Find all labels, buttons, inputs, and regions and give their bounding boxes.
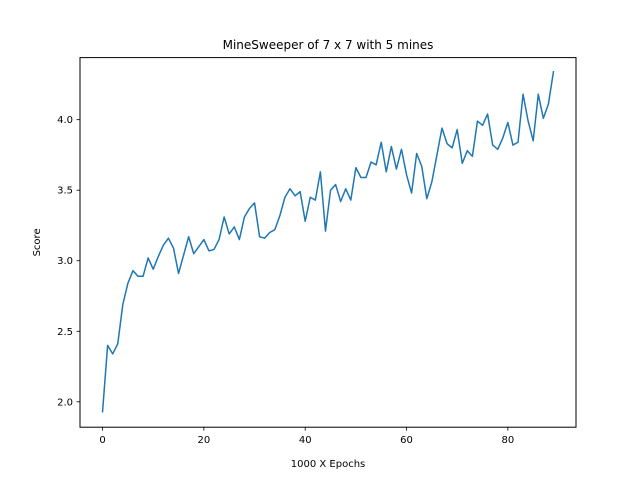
x-tick-label: 60 — [400, 435, 413, 446]
x-tick-label: 0 — [99, 435, 105, 446]
x-tick-label: 80 — [501, 435, 514, 446]
y-tick-label: 2.5 — [57, 327, 73, 338]
series-line-score — [101, 70, 555, 413]
axis-ticks: 0 20 40 60 80 2.0 2.5 3.0 3.5 4.0 — [57, 115, 514, 446]
y-tick-label: 3.5 — [57, 186, 73, 197]
y-tick-label: 4.0 — [57, 115, 73, 126]
series-layer — [101, 70, 555, 413]
chart-title: MineSweeper of 7 x 7 with 5 mines — [223, 38, 434, 52]
x-tick-label: 40 — [299, 435, 312, 446]
plot-area-frame — [79, 57, 577, 428]
y-axis-label: Score — [32, 228, 43, 256]
y-tick-label: 2.0 — [57, 397, 73, 408]
y-tick-label: 3.0 — [57, 256, 73, 267]
x-tick-label: 20 — [198, 435, 211, 446]
x-axis-label: 1000 X Epochs — [291, 459, 366, 470]
